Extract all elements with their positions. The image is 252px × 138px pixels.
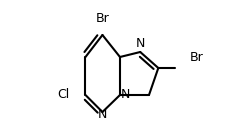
Text: N: N — [121, 88, 131, 102]
Text: N: N — [98, 108, 107, 121]
Text: Br: Br — [96, 11, 109, 25]
Text: Cl: Cl — [57, 88, 69, 102]
Text: Br: Br — [190, 51, 203, 63]
Text: N: N — [136, 37, 145, 50]
